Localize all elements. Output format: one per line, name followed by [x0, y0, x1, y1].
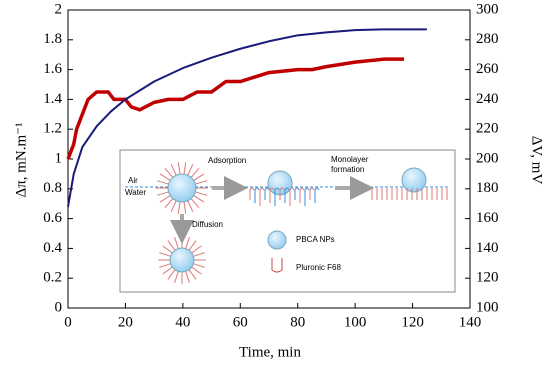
polymer-chain [167, 240, 176, 251]
y-tick-label: 1.4 [43, 91, 62, 107]
annotation: Air [128, 176, 138, 185]
polymer-chain [193, 173, 205, 181]
y2-tick-label: 100 [476, 299, 499, 315]
data-line [67, 28, 427, 207]
polymer-chain [195, 191, 208, 196]
polymer-chain [177, 201, 181, 214]
pluronic [309, 187, 315, 200]
polymer-chain [190, 168, 200, 178]
polymer-chain [188, 240, 197, 251]
x-tick-label: 0 [64, 314, 72, 330]
polymer-chain [164, 198, 174, 208]
nanoparticle [267, 230, 287, 250]
annotation: Water [125, 188, 146, 197]
y2-tick-label: 260 [476, 61, 499, 77]
x-tick-label: 40 [175, 314, 190, 330]
polymer-chain [170, 200, 177, 212]
polymer-chain [170, 164, 177, 176]
y2-tick-label: 200 [476, 150, 499, 166]
y2-tick-label: 120 [476, 270, 499, 286]
x-tick-label: 140 [459, 314, 482, 330]
pluronic [254, 187, 260, 203]
pluronic [284, 187, 290, 203]
pluronic [314, 187, 320, 203]
x-tick-label: 120 [401, 314, 424, 330]
nanoparticle [167, 173, 197, 203]
y-tick-label: 2 [55, 1, 63, 17]
y-tick-label: 0 [55, 299, 63, 315]
y-tick-label: 0.2 [43, 270, 62, 286]
polymer-chain [162, 266, 173, 275]
y-tick-label: 1.2 [43, 121, 62, 137]
y2-tick-label: 180 [476, 180, 499, 196]
polymer-chain [187, 164, 194, 176]
y-tick-label: 0.6 [43, 210, 62, 226]
polymer-chain [193, 252, 205, 257]
y2-tick-label: 280 [476, 31, 499, 47]
pluronic [249, 187, 255, 200]
polymer-chain [190, 198, 200, 208]
polymer-chain [195, 180, 208, 185]
y-tick-label: 1.8 [43, 31, 62, 47]
x-tick-label: 100 [344, 314, 367, 330]
polymer-chain [185, 271, 190, 283]
polymer-chain [167, 269, 176, 280]
x-axis-label: Time, min [239, 344, 301, 360]
y2-tick-label: 220 [476, 121, 499, 137]
polymer-chain [183, 162, 187, 175]
pluronic [259, 187, 265, 206]
y2-axis-label: ΔV, mV [529, 136, 545, 185]
nanoparticle [169, 247, 195, 273]
y-axis-label: Δπ, mN.m⁻¹ [13, 122, 29, 197]
polymer-chain [191, 245, 202, 254]
x-tick-label: 20 [118, 314, 133, 330]
polymer-chain [156, 180, 169, 185]
pluronic [274, 187, 280, 206]
y2-tick-label: 300 [476, 1, 499, 17]
pluronic [299, 187, 305, 203]
y2-tick-label: 240 [476, 91, 499, 107]
pluronic [279, 187, 285, 200]
x-tick-label: 80 [290, 314, 305, 330]
polymer-chain [183, 201, 187, 214]
annotation: Pluronic F68 [296, 263, 341, 272]
polymer-chain [191, 266, 202, 275]
polymer-chain [159, 263, 171, 268]
y-tick-label: 1.6 [43, 61, 62, 77]
polymer-chain [159, 195, 171, 203]
y-tick-label: 0.4 [43, 240, 62, 256]
y2-tick-label: 140 [476, 240, 499, 256]
polymer-chain [188, 269, 197, 280]
pluronic [304, 187, 310, 206]
x-tick-label: 60 [233, 314, 248, 330]
polymer-chain [162, 245, 173, 254]
polymer-chain [193, 263, 205, 268]
inset-frame [119, 149, 456, 293]
polymer-chain [164, 168, 174, 178]
polymer-chain [187, 200, 194, 212]
polymer-chain [193, 195, 205, 203]
nanoparticle [401, 167, 427, 193]
annotation: formation [331, 165, 364, 174]
annotation: Monolayer [331, 155, 369, 164]
polymer-chain [174, 271, 179, 283]
y-tick-label: 0.8 [43, 180, 62, 196]
polymer-chain [177, 162, 181, 175]
pluronic [294, 187, 300, 200]
annotation: Adsorption [208, 156, 246, 165]
data-line [66, 57, 404, 160]
polymer-chain [159, 252, 171, 257]
annotation: PBCA NPs [296, 235, 335, 244]
y-tick-label: 1 [55, 150, 63, 166]
pluronic-icon [271, 258, 283, 273]
polymer-chain [156, 191, 169, 196]
polymer-chain [159, 173, 171, 181]
pluronic [269, 187, 275, 203]
pluronic [264, 187, 270, 200]
annotation: Diffusion [192, 220, 223, 229]
pluronic [289, 187, 295, 206]
y2-tick-label: 160 [476, 210, 499, 226]
